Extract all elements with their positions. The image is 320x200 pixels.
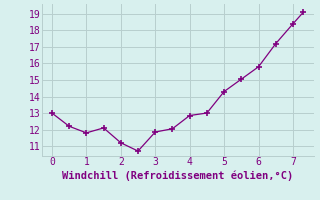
X-axis label: Windchill (Refroidissement éolien,°C): Windchill (Refroidissement éolien,°C) <box>62 170 293 181</box>
